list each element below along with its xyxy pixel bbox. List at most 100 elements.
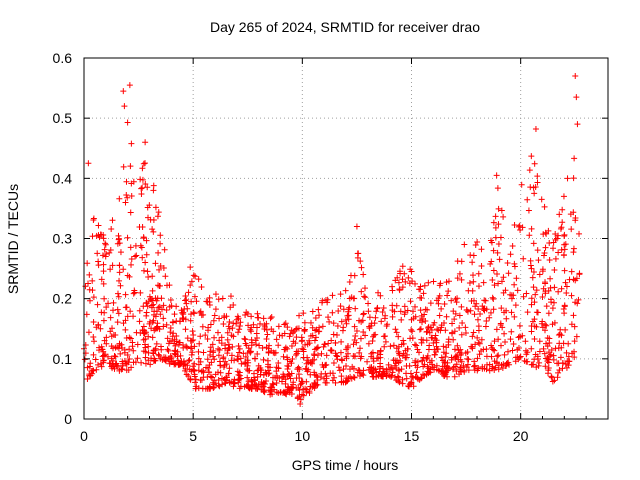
data-point xyxy=(256,342,263,349)
data-point xyxy=(352,353,359,360)
data-point xyxy=(166,282,173,289)
data-point xyxy=(136,318,143,325)
data-point xyxy=(109,262,116,269)
data-point xyxy=(570,276,577,283)
data-point xyxy=(467,307,474,314)
data-point xyxy=(576,271,583,278)
data-point xyxy=(140,330,147,337)
data-point xyxy=(302,385,309,392)
data-point xyxy=(475,365,482,372)
data-point xyxy=(171,311,178,318)
data-point xyxy=(191,367,198,374)
data-point xyxy=(195,355,202,362)
data-point xyxy=(290,379,297,386)
data-point xyxy=(153,340,160,347)
data-point xyxy=(396,287,403,294)
data-point xyxy=(183,343,190,350)
data-point xyxy=(330,360,337,367)
data-point xyxy=(568,292,575,299)
data-point xyxy=(273,379,280,386)
data-point xyxy=(540,252,547,259)
data-point xyxy=(143,300,150,307)
data-point xyxy=(242,361,249,368)
data-point xyxy=(184,362,191,369)
data-point xyxy=(462,324,469,331)
data-point xyxy=(494,270,501,277)
data-point xyxy=(514,354,521,361)
data-point xyxy=(416,326,423,333)
data-point xyxy=(435,295,442,302)
data-point xyxy=(325,340,332,347)
data-point xyxy=(164,346,171,353)
data-point xyxy=(215,296,222,303)
data-point xyxy=(265,367,272,374)
data-point xyxy=(457,351,464,358)
data-point xyxy=(95,262,102,269)
data-point xyxy=(561,267,568,274)
data-point xyxy=(146,293,153,300)
data-point xyxy=(108,355,115,362)
data-point xyxy=(209,341,216,348)
data-point xyxy=(293,334,300,341)
data-point xyxy=(465,287,472,294)
data-point xyxy=(124,352,131,359)
data-point xyxy=(322,379,329,386)
data-point xyxy=(151,327,158,334)
data-point xyxy=(217,369,224,376)
data-point xyxy=(378,318,385,325)
data-point xyxy=(456,312,463,319)
data-point xyxy=(218,334,225,341)
data-point xyxy=(424,328,431,335)
data-point xyxy=(336,367,343,374)
data-point xyxy=(286,371,293,378)
data-point xyxy=(487,261,494,268)
data-point xyxy=(388,364,395,371)
data-point xyxy=(207,373,214,380)
data-point xyxy=(385,372,392,379)
data-point xyxy=(566,358,573,365)
data-point xyxy=(370,333,377,340)
data-point xyxy=(368,320,375,327)
data-point xyxy=(442,353,449,360)
data-point xyxy=(197,308,204,315)
data-point xyxy=(478,336,485,343)
data-point xyxy=(121,103,128,110)
data-point xyxy=(284,354,291,361)
data-point xyxy=(188,278,195,285)
data-point xyxy=(260,315,267,322)
data-point xyxy=(195,348,202,355)
data-point xyxy=(489,276,496,283)
data-point xyxy=(288,342,295,349)
data-point xyxy=(142,181,149,188)
data-point xyxy=(510,340,517,347)
data-point xyxy=(329,377,336,384)
data-point xyxy=(282,344,289,351)
data-point xyxy=(479,303,486,310)
data-point xyxy=(157,232,164,239)
data-point xyxy=(325,314,332,321)
data-point xyxy=(242,353,249,360)
data-point xyxy=(406,280,413,287)
data-point xyxy=(433,366,440,373)
y-tick-label: 0 xyxy=(64,411,72,427)
data-point xyxy=(288,327,295,334)
data-point xyxy=(189,328,196,335)
data-point xyxy=(334,322,341,329)
data-point xyxy=(560,251,567,258)
data-point xyxy=(236,323,243,330)
data-point xyxy=(150,301,157,308)
data-point xyxy=(118,341,125,348)
data-point xyxy=(216,315,223,322)
data-point xyxy=(206,369,213,376)
data-point xyxy=(140,323,147,330)
data-point xyxy=(548,374,555,381)
data-point xyxy=(451,373,458,380)
data-point xyxy=(84,364,91,371)
data-point xyxy=(512,302,519,309)
data-point xyxy=(435,300,442,307)
data-point xyxy=(226,319,233,326)
data-point xyxy=(531,299,538,306)
data-point xyxy=(483,318,490,325)
data-point xyxy=(307,358,314,365)
